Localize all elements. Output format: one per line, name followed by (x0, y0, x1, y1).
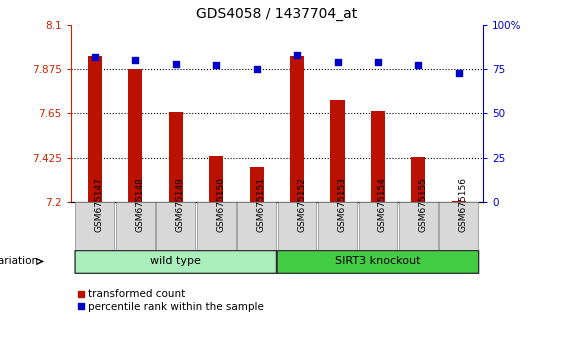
Bar (371, 111, 385, 202)
Text: GSM675147: GSM675147 (95, 177, 104, 232)
Bar (209, 155, 223, 202)
Text: GSM675154: GSM675154 (378, 177, 387, 232)
FancyBboxPatch shape (75, 251, 276, 273)
FancyBboxPatch shape (237, 202, 276, 250)
FancyBboxPatch shape (318, 202, 357, 250)
FancyBboxPatch shape (116, 202, 155, 250)
Point (131, 57, 140, 63)
Bar (88, 56, 102, 202)
FancyBboxPatch shape (277, 251, 479, 273)
Point (454, 70, 463, 75)
Text: GSM675156: GSM675156 (459, 177, 468, 232)
Text: SIRT3 knockout: SIRT3 knockout (335, 256, 421, 267)
Point (212, 63, 221, 68)
Text: GSM675148: GSM675148 (136, 177, 144, 232)
Title: GDS4058 / 1437704_at: GDS4058 / 1437704_at (196, 7, 358, 21)
Bar (452, 201, 466, 202)
Point (90, 54, 99, 59)
Bar (128, 69, 142, 202)
Point (373, 59, 383, 65)
Point (252, 66, 261, 72)
Point (414, 63, 423, 68)
FancyBboxPatch shape (197, 202, 236, 250)
Text: GSM675150: GSM675150 (216, 177, 225, 232)
FancyBboxPatch shape (440, 202, 478, 250)
FancyBboxPatch shape (157, 202, 195, 250)
Bar (250, 167, 264, 202)
Text: GSM675149: GSM675149 (176, 177, 185, 232)
Text: genotype/variation: genotype/variation (0, 256, 39, 266)
FancyBboxPatch shape (76, 202, 114, 250)
Bar (169, 112, 183, 202)
Text: GSM675151: GSM675151 (257, 177, 266, 232)
Bar (331, 99, 345, 202)
Point (293, 52, 302, 58)
Text: GSM675153: GSM675153 (337, 177, 346, 232)
Bar (411, 156, 425, 202)
Point (171, 61, 180, 67)
Bar (290, 56, 304, 202)
FancyBboxPatch shape (277, 202, 316, 250)
FancyBboxPatch shape (399, 202, 438, 250)
Point (333, 59, 342, 65)
FancyBboxPatch shape (359, 202, 397, 250)
Text: wild type: wild type (150, 256, 201, 267)
Text: GSM675152: GSM675152 (297, 177, 306, 232)
Legend: transformed count, percentile rank within the sample: transformed count, percentile rank withi… (76, 289, 265, 313)
Text: GSM675155: GSM675155 (418, 177, 427, 232)
